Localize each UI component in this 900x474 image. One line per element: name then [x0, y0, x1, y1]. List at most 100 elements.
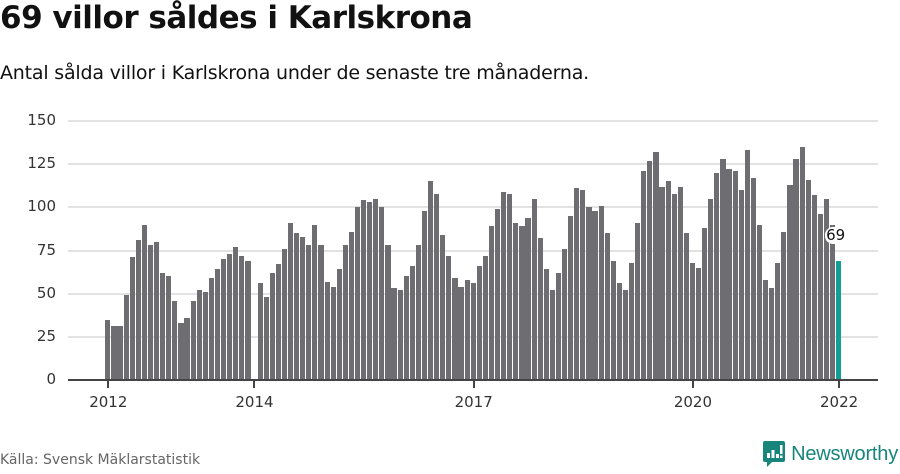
gridline — [68, 163, 878, 166]
bar — [586, 207, 592, 380]
bar — [671, 193, 677, 380]
bar — [738, 190, 744, 380]
bar — [294, 233, 300, 380]
bar — [793, 158, 799, 380]
bar — [702, 228, 708, 380]
newsworthy-logo: Newsworthy — [763, 441, 898, 467]
brand-name: Newsworthy — [791, 442, 898, 465]
bar — [823, 198, 830, 380]
bar — [348, 231, 355, 380]
bar — [275, 264, 281, 380]
bar — [196, 290, 202, 380]
bar — [421, 210, 428, 380]
bar — [239, 255, 245, 380]
bar — [708, 198, 714, 380]
bar — [373, 198, 379, 380]
bar — [519, 226, 525, 380]
bar — [440, 234, 446, 380]
bar — [227, 253, 233, 380]
x-tick-label: 2020 — [673, 393, 713, 411]
x-tick-mark — [107, 381, 110, 388]
bar — [269, 272, 275, 380]
bar — [714, 172, 720, 380]
bar — [153, 241, 160, 380]
gridline — [68, 206, 878, 209]
bar — [495, 209, 501, 380]
bar — [555, 272, 562, 380]
bar — [434, 193, 440, 380]
bar — [476, 266, 482, 380]
y-tick-label: 0 — [46, 370, 56, 388]
bar — [488, 226, 495, 380]
bar — [306, 245, 312, 380]
bar — [604, 233, 610, 380]
bar — [775, 262, 781, 380]
bar-chart-speech-bubble-icon — [763, 441, 786, 467]
x-tick-mark — [253, 381, 256, 388]
bar — [160, 272, 166, 380]
bar — [732, 171, 738, 380]
x-tick-mark — [838, 381, 841, 388]
bar — [233, 247, 239, 380]
chart-subtitle: Antal sålda villor i Karlskrona under de… — [0, 62, 589, 84]
bar — [379, 207, 385, 380]
bar — [452, 278, 458, 380]
bar — [525, 217, 531, 380]
bar — [531, 198, 537, 380]
bar — [616, 283, 622, 380]
bar — [129, 257, 135, 380]
bar — [245, 260, 251, 380]
bar — [622, 290, 629, 380]
bar — [318, 245, 324, 380]
bar — [665, 181, 671, 380]
bar — [403, 276, 409, 380]
bar — [281, 248, 288, 380]
bar — [202, 291, 208, 380]
bar — [166, 276, 172, 380]
bar — [787, 184, 793, 380]
bar — [178, 323, 184, 380]
bar — [367, 202, 373, 380]
y-tick-label: 25 — [36, 326, 56, 345]
bar — [574, 188, 580, 380]
x-tick-label: 2022 — [820, 393, 859, 411]
bar — [537, 238, 543, 380]
bar — [263, 297, 269, 380]
bar — [610, 260, 616, 380]
bar — [336, 269, 342, 380]
bar — [300, 236, 306, 380]
bar — [507, 193, 513, 380]
x-tick-label: 2012 — [89, 393, 128, 411]
bar — [580, 190, 586, 380]
bar — [683, 233, 689, 380]
bar — [324, 281, 330, 380]
bar — [695, 267, 702, 380]
bar — [354, 207, 361, 380]
bar — [562, 248, 568, 380]
bar — [592, 210, 598, 380]
x-tick-label: 2014 — [235, 393, 274, 411]
gridline — [68, 249, 878, 252]
bar — [470, 283, 476, 380]
x-axis-line — [68, 379, 878, 381]
gridline — [68, 120, 878, 122]
bar — [805, 179, 811, 380]
bar — [220, 259, 227, 380]
bar — [208, 278, 214, 380]
bar — [629, 262, 635, 380]
bar — [568, 215, 574, 380]
x-tick-label: 2017 — [454, 393, 493, 411]
bar — [464, 279, 470, 380]
bar — [811, 195, 817, 380]
bar — [689, 262, 696, 380]
bar — [190, 300, 196, 380]
bar — [214, 269, 221, 380]
bar — [397, 290, 403, 380]
bar — [543, 269, 549, 380]
y-tick-label: 50 — [36, 283, 56, 302]
bar — [458, 286, 464, 380]
bar — [117, 326, 123, 380]
bar — [781, 231, 787, 380]
bar — [330, 286, 336, 380]
bar — [549, 290, 556, 380]
